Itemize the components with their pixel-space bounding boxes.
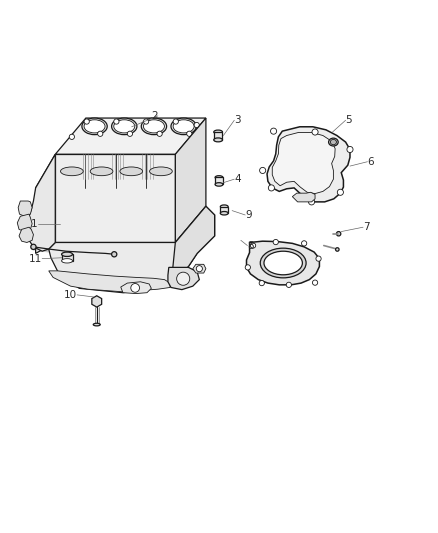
Circle shape xyxy=(157,131,162,136)
Polygon shape xyxy=(175,118,206,243)
Circle shape xyxy=(259,280,265,286)
Ellipse shape xyxy=(90,167,113,176)
Text: 6: 6 xyxy=(367,157,374,167)
Ellipse shape xyxy=(62,252,73,256)
Polygon shape xyxy=(214,132,223,140)
Ellipse shape xyxy=(336,248,339,251)
Ellipse shape xyxy=(260,248,306,278)
Circle shape xyxy=(194,123,199,128)
Text: 11: 11 xyxy=(29,254,42,264)
Polygon shape xyxy=(220,207,228,213)
Circle shape xyxy=(268,185,275,191)
Ellipse shape xyxy=(84,120,105,133)
Circle shape xyxy=(312,280,318,285)
Circle shape xyxy=(196,265,202,272)
Circle shape xyxy=(301,241,307,246)
Circle shape xyxy=(69,134,74,140)
Circle shape xyxy=(127,131,133,136)
Circle shape xyxy=(273,239,279,245)
Circle shape xyxy=(271,128,277,134)
Polygon shape xyxy=(272,133,335,193)
Ellipse shape xyxy=(31,244,36,249)
Circle shape xyxy=(260,167,266,174)
Polygon shape xyxy=(193,264,206,273)
Text: 10: 10 xyxy=(64,290,77,300)
Polygon shape xyxy=(18,201,32,216)
Polygon shape xyxy=(55,154,175,243)
Circle shape xyxy=(114,119,119,124)
Circle shape xyxy=(98,131,103,136)
Ellipse shape xyxy=(215,176,223,179)
Ellipse shape xyxy=(330,140,336,144)
Circle shape xyxy=(286,282,291,287)
Circle shape xyxy=(347,147,353,152)
Polygon shape xyxy=(215,177,223,184)
Ellipse shape xyxy=(171,118,196,135)
Ellipse shape xyxy=(144,120,164,133)
Ellipse shape xyxy=(112,252,117,257)
Circle shape xyxy=(245,265,251,270)
Polygon shape xyxy=(49,206,215,293)
Ellipse shape xyxy=(93,323,100,326)
Circle shape xyxy=(84,119,89,124)
Text: 3: 3 xyxy=(234,115,241,125)
Polygon shape xyxy=(27,154,55,251)
Circle shape xyxy=(131,284,140,292)
Ellipse shape xyxy=(141,118,166,135)
Polygon shape xyxy=(55,118,206,154)
Polygon shape xyxy=(17,214,32,231)
Ellipse shape xyxy=(328,138,338,146)
Ellipse shape xyxy=(82,118,107,135)
Ellipse shape xyxy=(112,118,137,135)
Text: 1: 1 xyxy=(31,219,38,229)
Polygon shape xyxy=(168,268,199,289)
Circle shape xyxy=(316,256,321,261)
Text: 2: 2 xyxy=(151,111,158,121)
Text: 9: 9 xyxy=(245,210,252,220)
Ellipse shape xyxy=(220,205,228,208)
Circle shape xyxy=(187,131,192,136)
Polygon shape xyxy=(292,192,315,202)
Circle shape xyxy=(312,129,318,135)
Ellipse shape xyxy=(215,183,223,186)
Ellipse shape xyxy=(150,167,172,176)
Ellipse shape xyxy=(62,259,73,263)
Ellipse shape xyxy=(214,138,223,142)
Ellipse shape xyxy=(264,251,302,275)
Ellipse shape xyxy=(220,212,228,215)
Ellipse shape xyxy=(336,231,341,236)
Text: 4: 4 xyxy=(234,174,241,184)
Ellipse shape xyxy=(173,120,194,133)
Circle shape xyxy=(144,119,149,124)
Circle shape xyxy=(337,189,343,195)
Polygon shape xyxy=(121,282,151,294)
Ellipse shape xyxy=(120,167,143,176)
Text: 8: 8 xyxy=(247,240,254,251)
Polygon shape xyxy=(92,296,102,307)
Polygon shape xyxy=(247,241,319,285)
Ellipse shape xyxy=(214,130,223,134)
Polygon shape xyxy=(35,154,55,253)
Circle shape xyxy=(177,272,190,285)
Circle shape xyxy=(251,243,256,248)
Polygon shape xyxy=(62,254,73,261)
Ellipse shape xyxy=(114,120,135,133)
Ellipse shape xyxy=(60,167,83,176)
Circle shape xyxy=(308,199,314,205)
Polygon shape xyxy=(171,206,215,286)
Polygon shape xyxy=(49,271,170,292)
Polygon shape xyxy=(19,227,33,243)
Circle shape xyxy=(173,119,178,124)
Text: 7: 7 xyxy=(363,222,370,232)
Polygon shape xyxy=(267,127,350,202)
Text: 5: 5 xyxy=(346,115,352,125)
